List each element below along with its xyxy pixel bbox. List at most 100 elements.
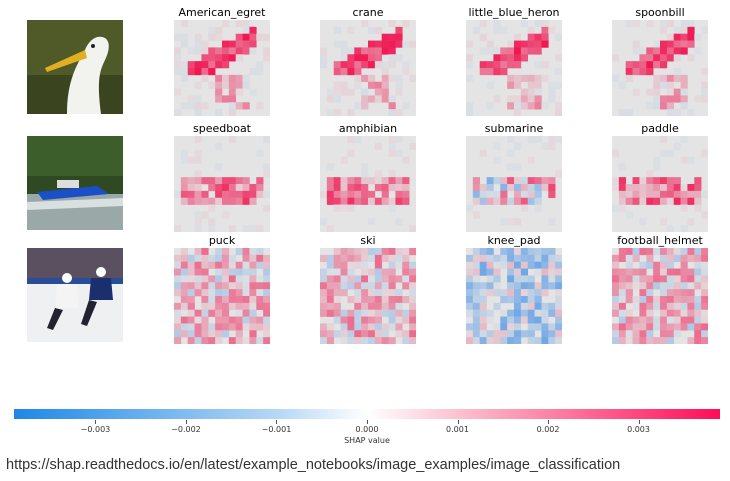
shap-cell [388,282,396,290]
shap-cell [381,95,389,103]
shap-cell [174,109,182,116]
shap-cell [680,40,688,48]
shap-cell [228,177,237,185]
shap-cell [660,149,668,157]
shap-cell [402,177,410,185]
shap-cell [466,330,474,338]
shap-cell [368,74,376,83]
shap-cell [208,337,216,344]
shap-cell [235,20,243,28]
shap-cell [368,95,376,103]
shap-cell [694,337,702,344]
shap-cell [520,248,529,256]
shap-cell [479,254,487,263]
shap-cell [687,323,695,331]
shap-cell [514,184,522,192]
shap-cell [632,316,640,324]
shap-cell [208,68,216,76]
shap-cell [381,302,389,311]
shap-cell [479,61,487,69]
shap-cell [479,261,487,269]
shap-cell [666,95,675,103]
shap-cell [680,296,688,304]
shap-cell [660,177,668,185]
shap-cell [541,102,549,110]
shap-cell [249,225,257,232]
shap-cell [333,190,341,199]
shap-cell [347,136,355,144]
shap-cell [361,316,369,324]
shap-cell [180,184,189,192]
shap-cell [646,323,654,331]
shap-cell [201,102,209,110]
shap-cell [466,61,474,69]
colorbar-label: SHAP value [344,436,390,445]
shap-cell [263,163,270,171]
shap-cell [534,47,542,55]
shap-cell [493,275,501,283]
shap-cell [555,136,562,144]
shap-cell [680,81,688,89]
shap-cell [395,54,403,62]
shap-cell [618,282,627,290]
shap-cell [694,309,702,317]
shap-cell [388,170,396,178]
shap-cell [361,197,369,205]
shap-cell [388,61,396,69]
shap-cell [320,190,328,199]
shap-cell [333,204,341,212]
shap-cell [208,54,216,62]
shap-cell [507,254,515,263]
shap-cell [361,74,369,83]
shap-cell [340,282,348,290]
shap-cell [201,302,209,311]
shap-cell [395,296,403,304]
shap-cell [222,61,230,69]
shap-cell [222,190,230,199]
shap-cell [326,296,335,304]
shap-cell [368,282,376,290]
shap-cell [201,68,209,76]
shap-cell [555,102,562,110]
shap-cell [632,68,640,76]
shap-cell [625,282,633,290]
shap-cell [320,337,328,344]
shap-cell [514,218,522,226]
shap-cell [493,142,501,151]
shap-cell [639,190,647,199]
shap-cell [514,330,522,338]
shap-cell [256,102,264,110]
shap-cell [347,275,355,283]
shap-cell [527,40,535,48]
shap-cell [612,74,620,83]
shap-cell [174,337,182,344]
shap-cell [402,268,410,276]
shap-cell [354,330,362,338]
shap-cell [333,81,341,89]
shap-cell [249,268,257,276]
shap-cell [347,184,355,192]
shap-cell [333,261,341,269]
shap-cell [242,268,250,276]
shap-cell [694,323,702,331]
shap-cell [612,261,620,269]
shap-cell [514,54,522,62]
shap-cell [374,95,383,103]
shap-cell [680,248,688,256]
shap-cell [660,330,668,338]
shap-cell [320,47,328,55]
shap-cell [660,261,668,269]
shap-cell [673,197,681,205]
shap-cell [660,296,668,304]
shap-cell [534,316,542,324]
shap-cell [263,302,270,311]
shap-cell [242,316,250,324]
shap-cell [409,282,416,290]
shap-cell [388,102,396,110]
shap-cell [514,61,522,69]
shap-cell [340,81,348,89]
shap-cell [660,61,668,69]
shap-cell [625,61,633,69]
shap-cell [242,309,250,317]
shap-cell [694,248,702,256]
